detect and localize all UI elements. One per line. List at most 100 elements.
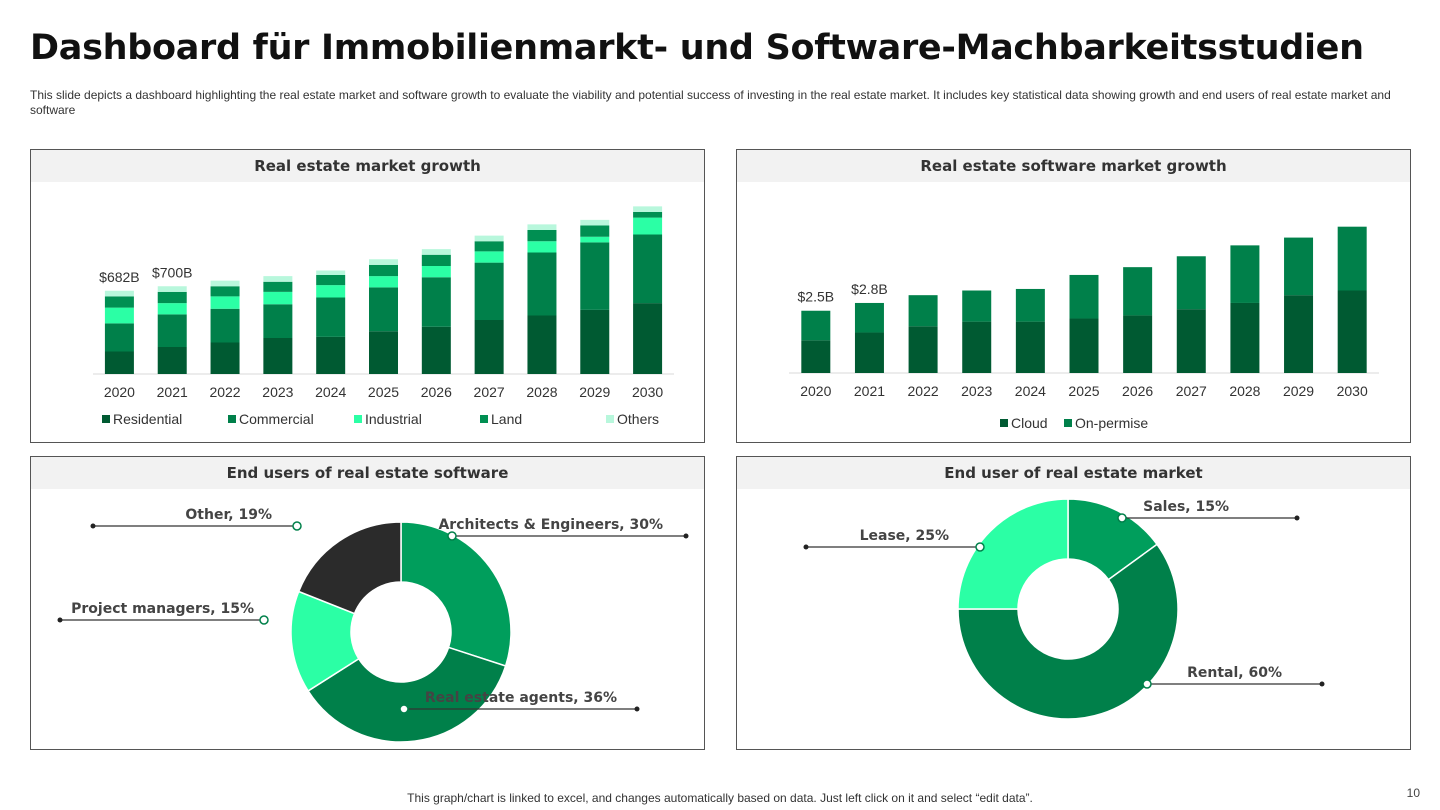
leader-anchor (1142, 679, 1152, 689)
bar-on-permise-2022 (908, 295, 938, 327)
bar-residential-2021 (157, 347, 187, 374)
bar-cloud-2024 (1015, 321, 1045, 373)
real-estate-software-growth-chart[interactable]: 2020 2021 2022 2023 2024 2025 2026 2027 2028 2029… (737, 182, 1410, 442)
x-tick-label: 2026 (421, 384, 452, 400)
bar-residential-2028 (527, 315, 557, 374)
bar-cloud-2030 (1337, 290, 1367, 373)
bar-others-2029 (580, 219, 610, 226)
bar-residential-2024 (316, 336, 346, 374)
bar-land-2027 (474, 241, 504, 252)
bar-industrial-2026 (421, 266, 451, 278)
slice-label: Lease, 25% (860, 528, 949, 544)
bar-land-2022 (210, 286, 240, 297)
leader-end (803, 544, 809, 550)
leader-anchor (292, 521, 302, 531)
page-subtitle: This slide depicts a dashboard highlight… (30, 88, 1391, 117)
bar-residential-2020 (104, 351, 134, 374)
bar-on-permise-2021 (854, 302, 884, 333)
x-tick-label: 2025 (1068, 383, 1099, 399)
x-tick-label: 2020 (104, 384, 135, 400)
real-estate-market-growth-panel: Real estate market growth 2020 2021 2022 20… (30, 149, 705, 443)
legend-label: On-permise (1075, 415, 1148, 431)
bar-others-2024 (316, 270, 346, 275)
bar-commercial-2023 (263, 304, 293, 338)
legend-swatch (1000, 419, 1008, 427)
bar-residential-2025 (369, 331, 398, 374)
bar-cloud-2028 (1230, 302, 1260, 373)
bar-others-2026 (421, 249, 451, 255)
page-title: Dashboard für Immobilienmarkt- und Softw… (30, 28, 1364, 68)
x-tick-label: 2021 (854, 383, 885, 399)
leader-anchor (447, 531, 457, 541)
x-tick-label: 2029 (1283, 383, 1314, 399)
x-tick-label: 2025 (368, 384, 399, 400)
bar-cloud-2021 (854, 332, 884, 373)
slice-label: Other, 19% (185, 507, 272, 523)
bar-on-permise-2027 (1176, 256, 1206, 310)
slice-label: Real estate agents, 36% (425, 690, 617, 706)
bar-land-2030 (633, 212, 663, 218)
leader-end (90, 523, 96, 529)
bar-commercial-2021 (157, 314, 187, 347)
legend-label: Land (491, 411, 522, 427)
x-tick-label: 2022 (209, 384, 240, 400)
bar-others-2022 (210, 280, 240, 287)
donut-slice-4 (297, 521, 402, 615)
bar-on-permise-2030 (1337, 226, 1367, 291)
bar-land-2021 (157, 291, 187, 304)
bar-industrial-2027 (474, 251, 504, 263)
slice-label: Project managers, 15% (71, 601, 254, 617)
donut-slice-2 (957, 543, 1179, 720)
data-label: $2.8B (851, 281, 888, 297)
leader-end (1319, 681, 1325, 687)
panel-title: End user of real estate market (737, 457, 1410, 489)
legend-label: Cloud (1011, 415, 1048, 431)
real-estate-market-growth-chart[interactable]: 2020 2021 2022 2023 2024 2025 2026 2027 2028 2029… (31, 182, 704, 442)
bar-commercial-2025 (369, 287, 398, 332)
software-end-users-chart[interactable]: Architects & Engineers, 30% Real estate a… (31, 489, 704, 749)
bar-land-2020 (104, 296, 134, 308)
x-tick-label: 2020 (800, 383, 831, 399)
x-tick-label: 2021 (157, 384, 188, 400)
legend-swatch (354, 415, 362, 423)
data-label: $682B (99, 269, 139, 285)
leader-anchor (975, 542, 985, 552)
x-tick-label: 2030 (1337, 383, 1368, 399)
data-label: $700B (152, 264, 192, 280)
bar-industrial-2028 (527, 241, 557, 253)
bar-on-permise-2024 (1015, 288, 1045, 322)
bar-commercial-2024 (316, 297, 346, 337)
x-tick-label: 2024 (1015, 383, 1046, 399)
x-tick-label: 2022 (908, 383, 939, 399)
bar-commercial-2027 (474, 262, 504, 320)
page-number: 10 (1406, 786, 1420, 800)
legend-label: Others (617, 411, 659, 427)
x-tick-label: 2023 (262, 384, 293, 400)
legend-swatch (1064, 419, 1072, 427)
bar-on-permise-2025 (1069, 274, 1099, 319)
market-end-users-chart[interactable]: Sales, 15% Rental, 60% Lease, 25% (737, 489, 1410, 749)
bar-cloud-2025 (1069, 318, 1099, 373)
bar-on-permise-2023 (962, 290, 992, 322)
footer-note: This graph/chart is linked to excel, and… (407, 791, 1033, 805)
bar-land-2026 (421, 254, 451, 266)
donut-slice-1 (400, 521, 512, 667)
legend-swatch (228, 415, 236, 423)
bar-commercial-2029 (580, 242, 610, 310)
x-tick-label: 2030 (632, 384, 663, 400)
slice-label: Sales, 15% (1143, 499, 1229, 515)
bar-industrial-2020 (104, 307, 134, 324)
x-tick-label: 2026 (1122, 383, 1153, 399)
bar-industrial-2030 (633, 217, 663, 235)
bar-land-2023 (263, 281, 293, 292)
bar-industrial-2024 (316, 285, 346, 298)
legend-label: Industrial (365, 411, 422, 427)
bar-industrial-2021 (157, 303, 187, 315)
bar-others-2028 (527, 224, 557, 230)
bar-land-2028 (527, 230, 557, 242)
slice-label: Architects & Engineers, 30% (438, 517, 663, 533)
bar-residential-2030 (633, 303, 663, 374)
legend-swatch (606, 415, 614, 423)
bar-commercial-2022 (210, 308, 240, 343)
bar-others-2025 (369, 259, 398, 265)
